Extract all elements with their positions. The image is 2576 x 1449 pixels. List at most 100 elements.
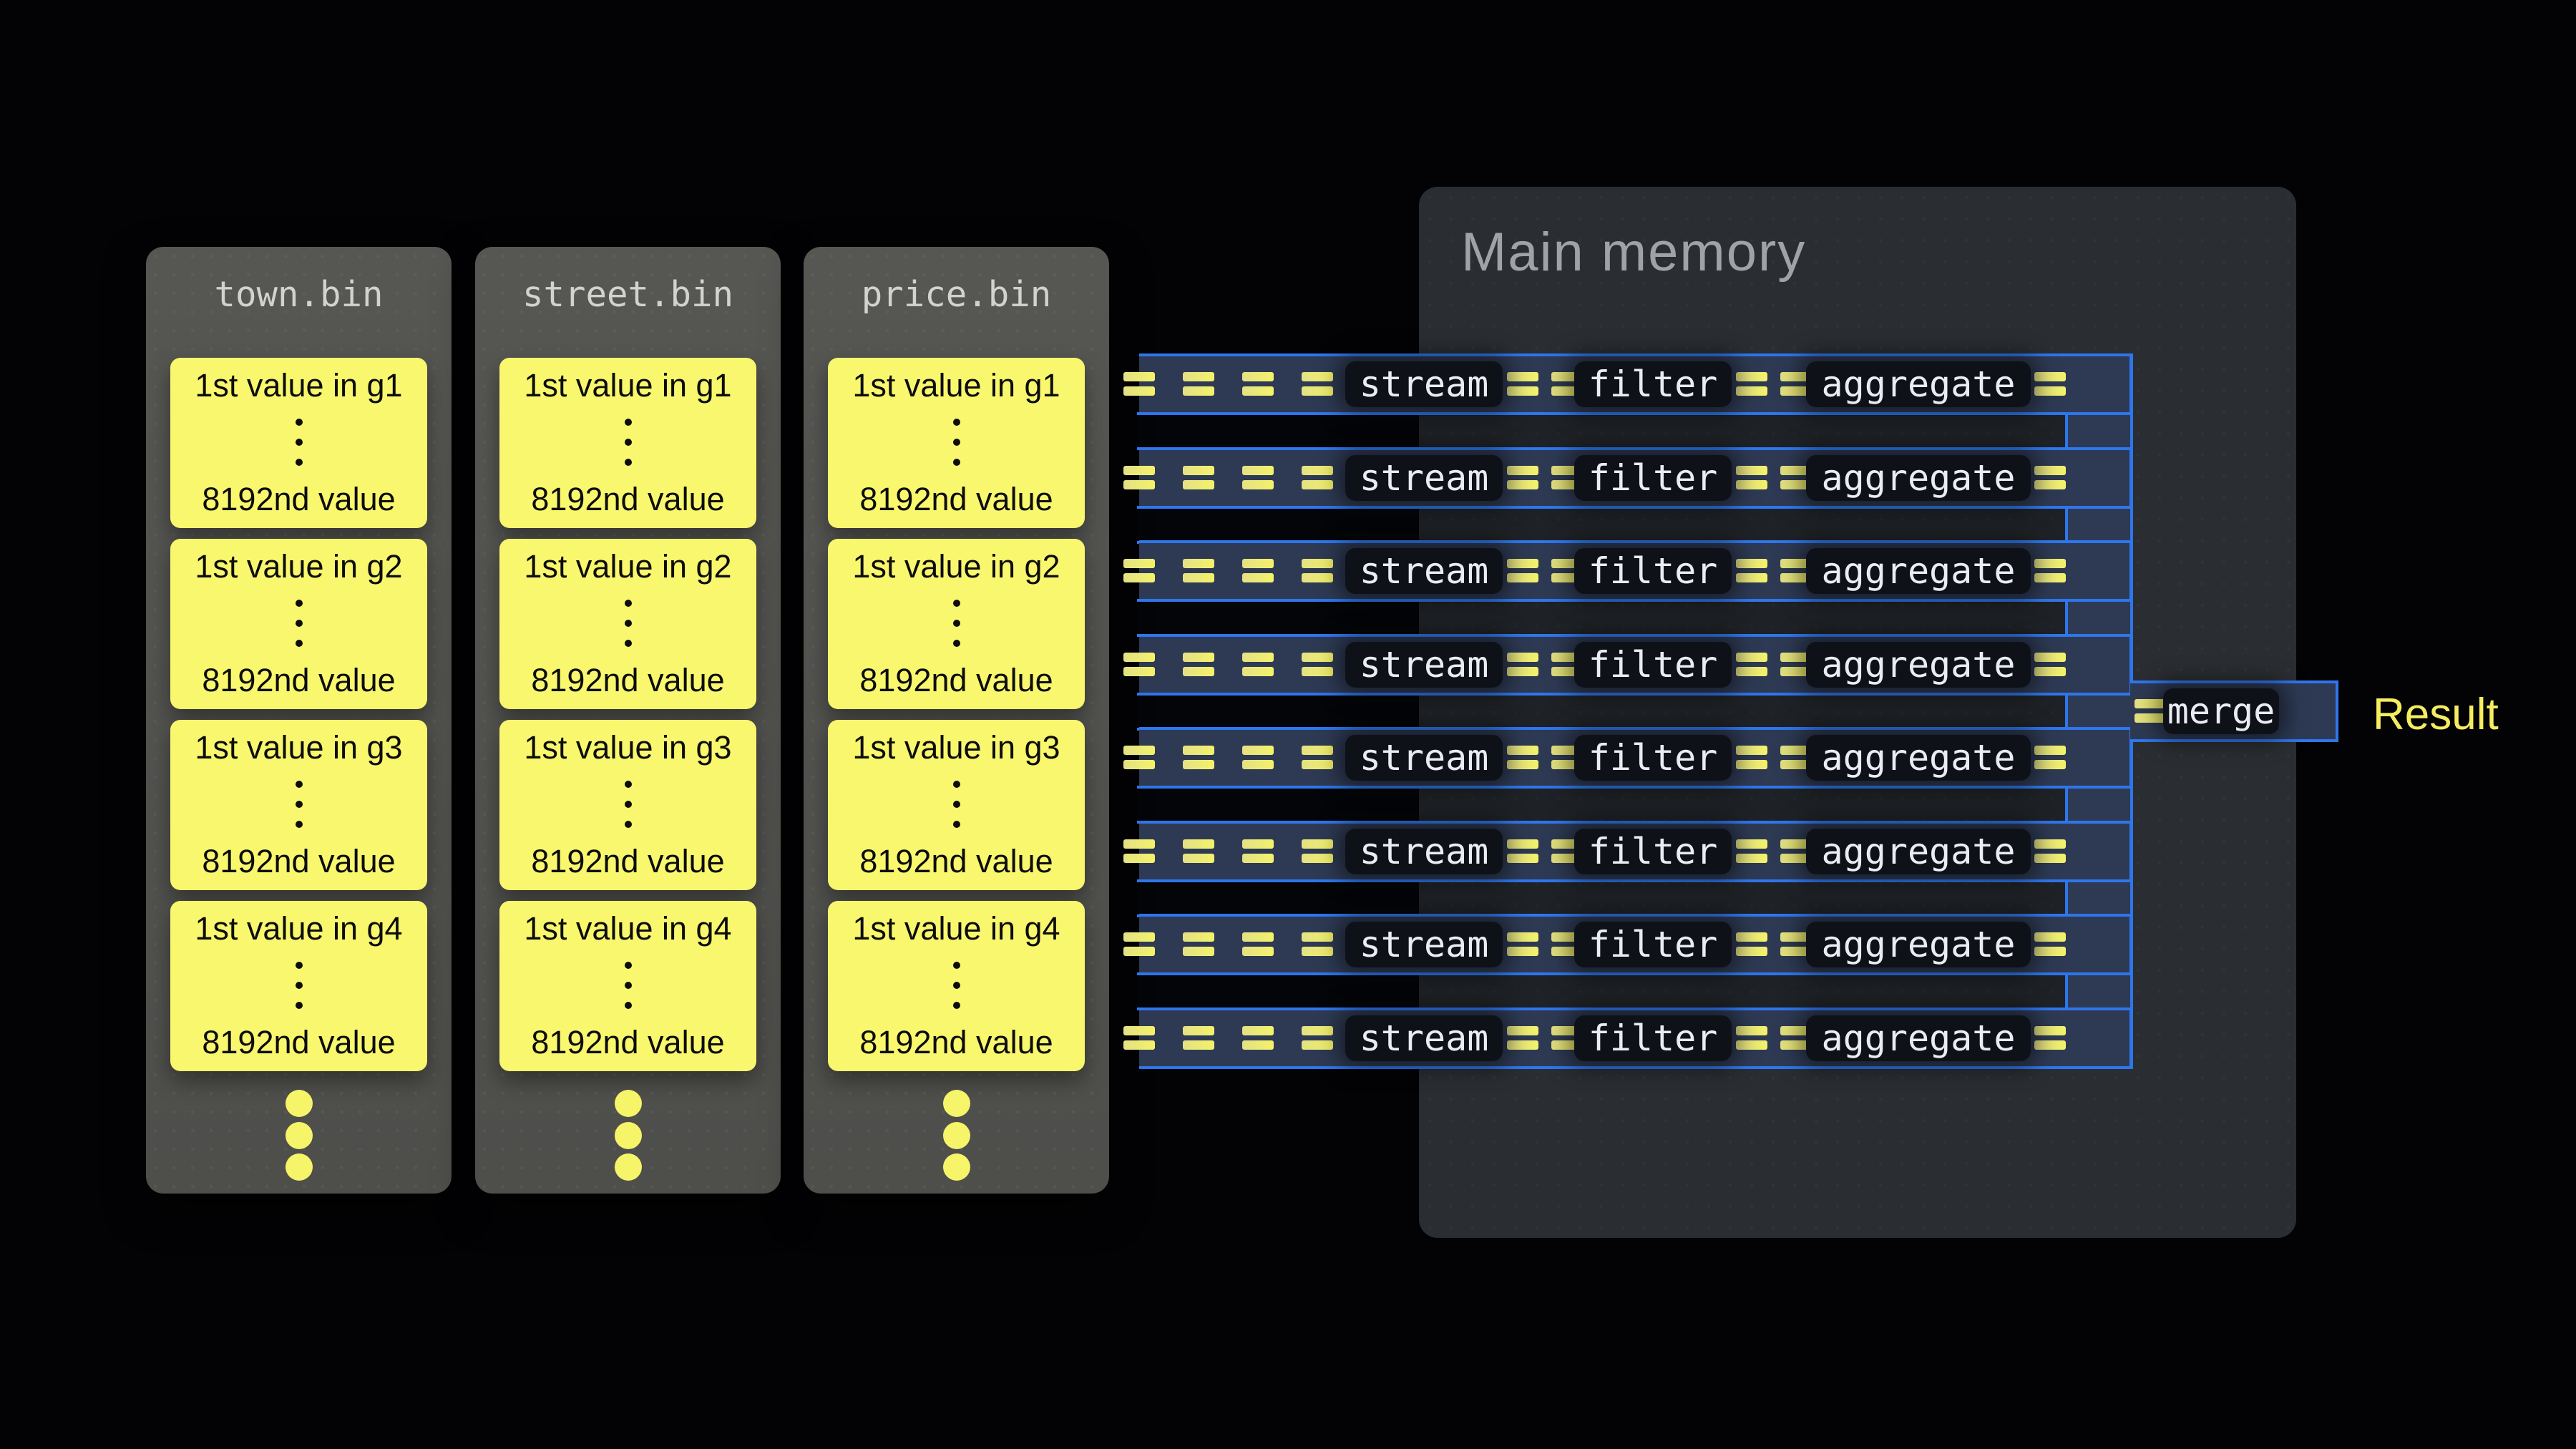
group-last-value-label: 8192nd value: [531, 842, 725, 879]
flow-equals-icon: [1736, 372, 1767, 396]
pipeline-row: stream filter aggregate: [1123, 634, 2132, 696]
pipeline-row: stream filter aggregate: [1123, 353, 2132, 415]
flow-equals-icon: [1736, 839, 1767, 863]
flow-equals-icon: [1302, 653, 1333, 676]
merge-bar: merge: [2130, 680, 2338, 742]
group-last-value-label: 8192nd value: [202, 661, 396, 698]
flow-equals-icon: [1507, 559, 1538, 582]
group-last-value-label: 8192nd value: [202, 842, 396, 879]
dot-icon: [624, 982, 632, 989]
pipeline-row: stream filter aggregate: [1123, 447, 2132, 509]
flow-equals-icon: [1123, 746, 1155, 769]
flow-equals-icon: [1242, 932, 1274, 956]
dot-icon: [295, 600, 303, 607]
pipeline-row: stream filter aggregate: [1123, 1008, 2132, 1069]
dot-icon: [624, 801, 632, 808]
flow-equals-icon: [2034, 466, 2066, 489]
group-last-value-label: 8192nd value: [202, 1023, 396, 1060]
stage-pill-filter: filter: [1574, 642, 1732, 688]
flow-equals-icon: [1780, 839, 1812, 863]
stage-pill-filter: filter: [1574, 735, 1732, 781]
flow-equals-icon: [1507, 839, 1538, 863]
group-last-value-label: 8192nd value: [859, 842, 1053, 879]
dot-icon: [295, 801, 303, 808]
stage-pill-filter: filter: [1574, 455, 1732, 501]
stage-pill-aggregate: aggregate: [1806, 642, 2031, 688]
flow-equals-icon: [1780, 1026, 1812, 1050]
flow-equals-icon: [1123, 559, 1155, 582]
flow-equals-icon: [1183, 839, 1214, 863]
value-group-box: 1st value in g3 8192nd value: [499, 720, 756, 890]
flow-equals-icon: [1242, 559, 1274, 582]
flow-equals-icon: [1242, 653, 1274, 676]
more-groups-dot-icon: [942, 1153, 970, 1181]
value-group-box: 1st value in g2 8192nd value: [828, 539, 1085, 709]
ellipsis-dots-icon: [624, 781, 632, 828]
flow-equals-icon: [1507, 932, 1538, 956]
group-last-value-label: 8192nd value: [531, 1023, 725, 1060]
stage-pill-filter: filter: [1574, 922, 1732, 967]
file-panel-price.bin: price.bin 1st value in g1 8192nd value 1st …: [804, 247, 1109, 1194]
dot-icon: [952, 781, 960, 788]
flow-equals-icon: [1123, 372, 1155, 396]
stage-pill-stream: stream: [1345, 642, 1503, 688]
stage-pill-aggregate: aggregate: [1806, 829, 2031, 874]
value-group-box: 1st value in g2 8192nd value: [170, 539, 427, 709]
flow-equals-icon: [1507, 372, 1538, 396]
stage-pill-stream: stream: [1345, 735, 1503, 781]
dot-icon: [952, 1002, 960, 1009]
dot-icon: [952, 620, 960, 627]
stage-pill-stream: stream: [1345, 361, 1503, 407]
flow-equals-icon: [2034, 559, 2066, 582]
stage-pill-aggregate: aggregate: [1806, 735, 2031, 781]
group-last-value-label: 8192nd value: [859, 1023, 1053, 1060]
flow-equals-icon: [1242, 839, 1274, 863]
dot-icon: [624, 962, 632, 969]
pipeline-row: stream filter aggregate: [1123, 540, 2132, 602]
stage-pill-stream: stream: [1345, 548, 1503, 594]
flow-equals-icon: [1736, 653, 1767, 676]
stage-pill-filter: filter: [1574, 829, 1732, 874]
flow-equals-icon: [1123, 1026, 1155, 1050]
more-groups-dot-icon: [942, 1090, 970, 1117]
flow-equals-icon: [1780, 746, 1812, 769]
flow-equals-icon: [1242, 372, 1274, 396]
flow-equals-icon: [1780, 932, 1812, 956]
dot-icon: [624, 439, 632, 446]
dot-icon: [295, 419, 303, 426]
dot-icon: [295, 781, 303, 788]
ellipsis-dots-icon: [952, 600, 960, 647]
flow-equals-icon: [2034, 1026, 2066, 1050]
more-groups-dot-icon: [614, 1153, 642, 1181]
flow-equals-icon: [1183, 559, 1214, 582]
group-first-value-label: 1st value in g1: [852, 367, 1060, 404]
pipeline-queue-slot: [1137, 693, 2068, 731]
group-first-value-label: 1st value in g4: [524, 910, 732, 947]
flow-equals-icon: [1183, 653, 1214, 676]
dot-icon: [624, 620, 632, 627]
flow-equals-icon: [2034, 746, 2066, 769]
group-first-value-label: 1st value in g3: [195, 729, 403, 766]
file-name-label: street.bin: [522, 274, 733, 315]
flow-equals-icon: [1183, 466, 1214, 489]
pipeline-row: stream filter aggregate: [1123, 914, 2132, 975]
group-first-value-label: 1st value in g1: [195, 367, 403, 404]
dot-icon: [295, 620, 303, 627]
dot-icon: [624, 600, 632, 607]
dot-icon: [624, 1002, 632, 1009]
dot-icon: [295, 962, 303, 969]
dot-icon: [952, 439, 960, 446]
dot-icon: [952, 640, 960, 647]
stage-pill-aggregate: aggregate: [1806, 455, 2031, 501]
flow-equals-icon: [1242, 466, 1274, 489]
flow-equals-icon: [1736, 466, 1767, 489]
flow-equals-icon: [1123, 932, 1155, 956]
value-group-box: 1st value in g2 8192nd value: [499, 539, 756, 709]
group-first-value-label: 1st value in g3: [524, 729, 732, 766]
flow-equals-icon: [1736, 559, 1767, 582]
stage-pill-stream: stream: [1345, 455, 1503, 501]
flow-equals-icon: [1183, 746, 1214, 769]
group-first-value-label: 1st value in g2: [852, 548, 1060, 585]
ellipsis-dots-icon: [952, 962, 960, 1009]
